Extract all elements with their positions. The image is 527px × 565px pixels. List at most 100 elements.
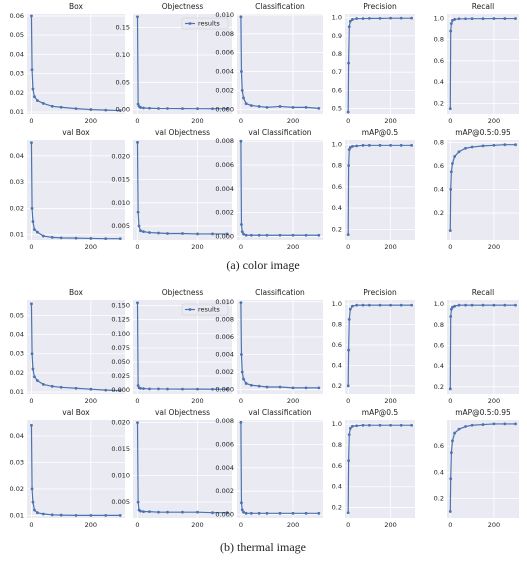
y-tick-label: 0.4 bbox=[434, 78, 444, 86]
point bbox=[304, 233, 308, 237]
y-tick-label: 1.0 bbox=[332, 140, 342, 148]
point bbox=[136, 15, 139, 19]
point bbox=[470, 423, 474, 427]
x-tick-label: 0 bbox=[346, 243, 350, 251]
y-tick-label: 0.05 bbox=[10, 311, 24, 319]
point bbox=[481, 423, 485, 426]
y-tick-label: 0.2 bbox=[434, 494, 444, 502]
plot-area bbox=[447, 420, 519, 518]
point bbox=[449, 188, 453, 191]
y-tick-label: 0.8 bbox=[332, 162, 342, 170]
point bbox=[30, 14, 33, 18]
y-tick-label: 0.010 bbox=[215, 298, 234, 306]
y-tick-label: 0.006 bbox=[215, 441, 234, 449]
y-tick-label: 0.006 bbox=[215, 49, 234, 57]
y-tick-label: 0.004 bbox=[215, 464, 234, 472]
x-tick-label: 0 bbox=[346, 397, 350, 405]
y-tick-label: 0.8 bbox=[434, 321, 444, 329]
point bbox=[35, 230, 39, 234]
y-tick-label: 0.150 bbox=[111, 302, 130, 310]
y-tick-label: 0.002 bbox=[215, 368, 234, 376]
point bbox=[514, 303, 517, 307]
point bbox=[347, 318, 351, 321]
point bbox=[249, 233, 253, 237]
point bbox=[59, 236, 63, 240]
y-tick-label: 0.2 bbox=[332, 504, 342, 512]
point bbox=[449, 22, 453, 25]
y-tick-label: 0.8 bbox=[332, 441, 342, 449]
y-tick-label: 0.6 bbox=[434, 341, 444, 349]
point bbox=[410, 16, 414, 20]
point bbox=[449, 451, 453, 455]
point bbox=[348, 307, 352, 311]
point bbox=[50, 513, 54, 517]
subplot: Recall 0.2 0.4 0.6 0.8 1.0 0 200 bbox=[434, 2, 519, 125]
subplot-title: Recall bbox=[472, 288, 494, 297]
y-tick-label: 0.4 bbox=[332, 361, 342, 369]
x-tick-label: 0 bbox=[346, 117, 350, 125]
point bbox=[240, 223, 243, 226]
subplot-title: val Objectness bbox=[155, 408, 210, 417]
y-tick-label: 0.010 bbox=[215, 11, 234, 19]
y-tick-label: 0.004 bbox=[215, 68, 234, 76]
y-tick-label: 0.008 bbox=[215, 137, 234, 145]
y-tick-label: 0.03 bbox=[10, 178, 24, 186]
point bbox=[346, 384, 350, 388]
point bbox=[35, 379, 39, 382]
y-tick-label: 0.6 bbox=[332, 86, 342, 94]
point bbox=[74, 513, 78, 517]
point bbox=[355, 17, 359, 20]
y-tick-label: 0.010 bbox=[111, 472, 130, 480]
point bbox=[451, 18, 454, 22]
point bbox=[33, 95, 36, 99]
subplot-title: Classification bbox=[255, 2, 305, 11]
y-tick-label: 0.15 bbox=[116, 24, 130, 32]
point bbox=[367, 303, 371, 307]
point bbox=[104, 513, 108, 517]
x-tick-label: 0 bbox=[239, 243, 243, 251]
y-tick-label: 0.008 bbox=[215, 417, 234, 425]
point bbox=[448, 510, 452, 513]
point bbox=[378, 423, 382, 427]
point bbox=[347, 433, 351, 436]
point bbox=[399, 16, 403, 20]
subplot-title: val Objectness bbox=[155, 128, 210, 137]
point bbox=[139, 509, 142, 513]
x-tick-label: 200 bbox=[85, 521, 97, 529]
point bbox=[399, 423, 403, 427]
point bbox=[166, 232, 169, 235]
y-tick-label: 0.004 bbox=[215, 185, 234, 193]
point bbox=[448, 107, 452, 111]
y-tick-label: 0.000 bbox=[215, 105, 234, 113]
y-tick-label: 0.008 bbox=[215, 30, 234, 38]
y-tick-label: 1.0 bbox=[332, 420, 342, 428]
point bbox=[148, 231, 151, 234]
point bbox=[142, 387, 145, 391]
plot-area bbox=[133, 14, 232, 114]
point bbox=[389, 423, 393, 427]
point bbox=[242, 510, 245, 514]
plot-area bbox=[345, 14, 415, 114]
plot-area bbox=[345, 140, 415, 240]
y-tick-label: 0.8 bbox=[434, 138, 444, 146]
point bbox=[35, 511, 39, 515]
point bbox=[464, 146, 467, 150]
x-tick-label: 200 bbox=[85, 397, 97, 405]
point bbox=[30, 423, 33, 427]
point bbox=[196, 107, 199, 111]
y-tick-label: 0.4 bbox=[434, 468, 444, 476]
point bbox=[257, 384, 261, 388]
point bbox=[291, 105, 295, 109]
x-tick-label: 200 bbox=[488, 521, 500, 529]
point bbox=[142, 106, 145, 110]
point bbox=[139, 229, 142, 233]
y-tick-label: 0.03 bbox=[10, 350, 24, 358]
point bbox=[453, 431, 457, 435]
y-tick-label: 0.6 bbox=[434, 162, 444, 170]
subplot-title: Box bbox=[69, 288, 84, 297]
x-tick-label: 0 bbox=[239, 521, 243, 529]
point bbox=[181, 107, 184, 111]
point bbox=[74, 386, 78, 390]
x-tick-label: 0 bbox=[29, 117, 33, 125]
x-tick-label: 0 bbox=[135, 397, 139, 405]
